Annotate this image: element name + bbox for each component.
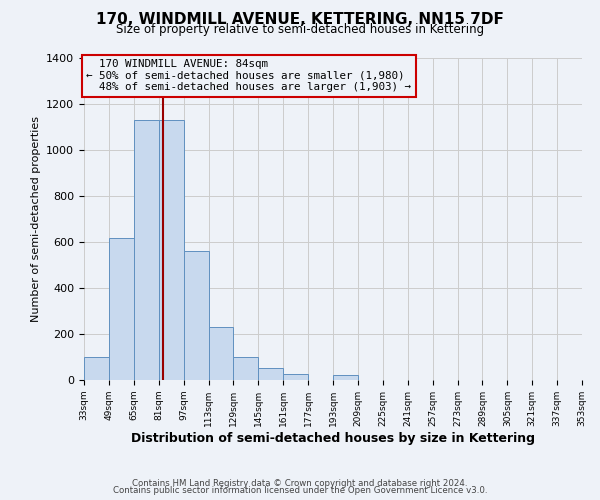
Bar [209, 327, 233, 380]
Y-axis label: Number of semi-detached properties: Number of semi-detached properties [31, 116, 41, 322]
X-axis label: Distribution of semi-detached houses by size in Kettering: Distribution of semi-detached houses by … [131, 432, 535, 444]
Bar [159, 120, 184, 380]
Text: Size of property relative to semi-detached houses in Kettering: Size of property relative to semi-detach… [116, 22, 484, 36]
Text: Contains HM Land Registry data © Crown copyright and database right 2024.: Contains HM Land Registry data © Crown c… [132, 478, 468, 488]
Text: Contains public sector information licensed under the Open Government Licence v3: Contains public sector information licen… [113, 486, 487, 495]
Bar [233, 357, 259, 380]
Bar [333, 376, 358, 380]
Bar [134, 120, 159, 380]
Text: 170 WINDMILL AVENUE: 84sqm
← 50% of semi-detached houses are smaller (1,980)
  4: 170 WINDMILL AVENUE: 84sqm ← 50% of semi… [86, 59, 412, 92]
Bar [84, 357, 109, 380]
Bar [109, 238, 134, 380]
Text: 170, WINDMILL AVENUE, KETTERING, NN15 7DF: 170, WINDMILL AVENUE, KETTERING, NN15 7D… [96, 12, 504, 28]
Bar [184, 251, 209, 380]
Bar [259, 368, 283, 380]
Bar [283, 374, 308, 380]
